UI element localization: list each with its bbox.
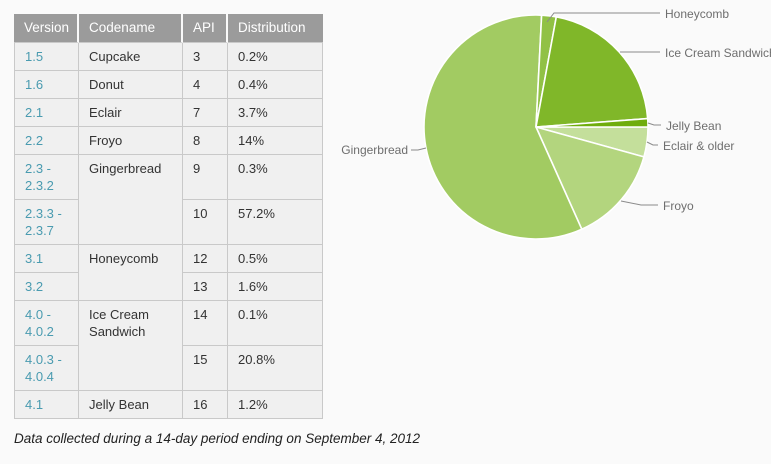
version-link[interactable]: 3.1 bbox=[14, 245, 80, 273]
api-level-cell: 12 bbox=[183, 245, 229, 273]
api-level-cell: 7 bbox=[183, 99, 229, 127]
slice-label-jelly-bean: Jelly Bean bbox=[666, 119, 722, 133]
api-level-cell: 15 bbox=[183, 346, 229, 391]
slice-label-froyo: Froyo bbox=[663, 199, 694, 213]
version-link[interactable]: 1.6 bbox=[14, 71, 80, 99]
codename-cell: Froyo bbox=[79, 127, 184, 155]
table-row: 3.1 Honeycomb 12 0.5% bbox=[14, 245, 324, 301]
table-row: 2.2 Froyo 8 14% bbox=[14, 127, 324, 155]
column-header-version: Version bbox=[14, 14, 80, 43]
codename-cell: Donut bbox=[79, 71, 184, 99]
api-level-cell: 13 bbox=[183, 273, 229, 301]
table-header-row: Version Codename API Distribution bbox=[14, 14, 324, 43]
leader-line bbox=[620, 200, 658, 206]
version-link[interactable]: 4.0 - 4.0.2 bbox=[14, 301, 80, 346]
api-level-cell: 16 bbox=[183, 391, 229, 419]
table-row: 3.2 13 1.6% bbox=[14, 273, 324, 301]
api-level-cell: 10 bbox=[183, 200, 229, 245]
slice-label-gingerbread: Gingerbread bbox=[341, 143, 408, 157]
pie-slice-ice-cream-sandwich bbox=[535, 16, 649, 128]
distribution-cell: 0.4% bbox=[228, 71, 324, 99]
leader-line bbox=[546, 12, 660, 23]
distribution-cell: 0.2% bbox=[228, 43, 324, 71]
distribution-cell: 14% bbox=[228, 127, 324, 155]
distribution-pie-panel: Eclair & older Froyo Gingerbread Honeycomb I… bbox=[340, 0, 771, 270]
column-header-codename: Codename bbox=[79, 14, 184, 43]
api-level-cell: 8 bbox=[183, 127, 229, 155]
pie-slice-jelly-bean bbox=[535, 117, 649, 128]
table-row: 1.5 Cupcake 3 0.2% bbox=[14, 43, 324, 71]
version-table-panel: Version Codename API Distribution 1.5 Cup… bbox=[14, 14, 420, 446]
version-link[interactable]: 4.1 bbox=[14, 391, 80, 419]
distribution-cell: 20.8% bbox=[228, 346, 324, 391]
api-level-cell: 4 bbox=[183, 71, 229, 99]
distribution-cell: 3.7% bbox=[228, 99, 324, 127]
column-header-distribution: Distribution bbox=[228, 14, 324, 43]
distribution-cell: 0.5% bbox=[228, 245, 324, 273]
codename-cell: Cupcake bbox=[79, 43, 184, 71]
codename-cell: Gingerbread bbox=[79, 155, 184, 245]
slice-label-honeycomb: Honeycomb bbox=[665, 7, 730, 21]
version-link[interactable]: 2.3 - 2.3.2 bbox=[14, 155, 80, 200]
distribution-cell: 1.6% bbox=[228, 273, 324, 301]
version-link[interactable]: 2.3.3 - 2.3.7 bbox=[14, 200, 80, 245]
slice-label-ice-cream-sandwich: Ice Cream Sandwich bbox=[665, 46, 771, 60]
api-level-cell: 9 bbox=[183, 155, 229, 200]
table-row: 2.3 - 2.3.2 Gingerbread 9 0.3% bbox=[14, 155, 324, 245]
version-link[interactable]: 4.0.3 - 4.0.4 bbox=[14, 346, 80, 391]
version-link[interactable]: 2.1 bbox=[14, 99, 80, 127]
leader-line bbox=[646, 141, 658, 146]
distribution-cell: 0.1% bbox=[228, 301, 324, 346]
version-link[interactable]: 3.2 bbox=[14, 273, 80, 301]
leader-line bbox=[411, 147, 427, 151]
table-row: 2.3.3 - 2.3.7 10 57.2% bbox=[14, 200, 324, 245]
distribution-cell: 1.2% bbox=[228, 391, 324, 419]
codename-cell: Ice Cream Sandwich bbox=[79, 301, 184, 391]
leader-line bbox=[647, 122, 661, 126]
api-level-cell: 3 bbox=[183, 43, 229, 71]
pie-slice-froyo bbox=[535, 126, 645, 231]
pie-chart bbox=[411, 12, 661, 240]
data-collection-note: Data collected during a 14-day period en… bbox=[14, 431, 421, 446]
android-version-table: Version Codename API Distribution 1.5 Cup… bbox=[14, 14, 324, 419]
table-row: 4.0.3 - 4.0.4 15 20.8% bbox=[14, 346, 324, 391]
table-row: 1.6 Donut 4 0.4% bbox=[14, 71, 324, 99]
distribution-cell: 0.3% bbox=[228, 155, 324, 200]
version-link[interactable]: 2.2 bbox=[14, 127, 80, 155]
column-header-api: API bbox=[183, 14, 229, 43]
codename-cell: Jelly Bean bbox=[79, 391, 184, 419]
distribution-cell: 57.2% bbox=[228, 200, 324, 245]
codename-cell: Honeycomb bbox=[79, 245, 184, 301]
api-level-cell: 14 bbox=[183, 301, 229, 346]
table-row: 4.0 - 4.0.2 Ice Cream Sandwich 14 0.1% bbox=[14, 301, 324, 391]
table-row: 4.1 Jelly Bean 16 1.2% bbox=[14, 391, 324, 419]
codename-cell: Eclair bbox=[79, 99, 184, 127]
slice-label-eclair-older: Eclair & older bbox=[663, 139, 735, 153]
table-row: 2.1 Eclair 7 3.7% bbox=[14, 99, 324, 127]
version-link[interactable]: 1.5 bbox=[14, 43, 80, 71]
pie-slice-gingerbread bbox=[423, 14, 583, 240]
